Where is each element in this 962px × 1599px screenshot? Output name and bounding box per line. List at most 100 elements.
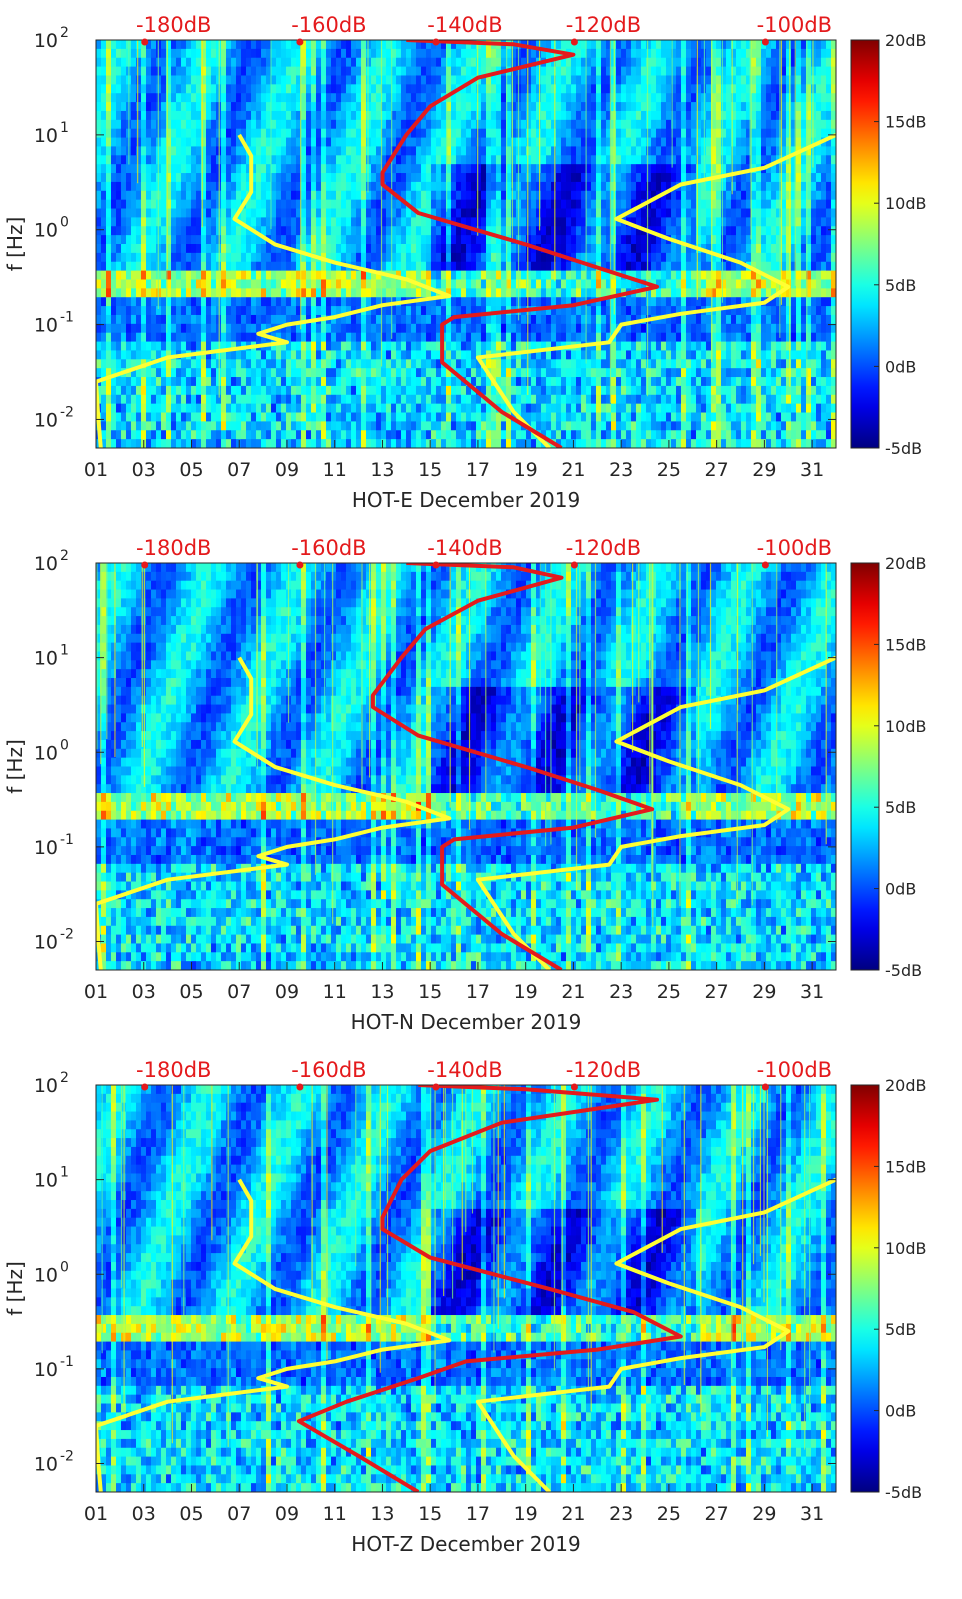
colorbar-label: 10dB	[885, 1239, 927, 1258]
y-axis-label: f [Hz]	[3, 217, 27, 272]
y-tick-exponent: 0	[60, 215, 69, 231]
y-tick-label: 10	[34, 315, 58, 337]
x-tick-label: 27	[705, 981, 729, 1003]
top-axis-marker	[296, 561, 304, 569]
spectrogram	[96, 1085, 836, 1492]
top-axis-marker	[761, 38, 769, 46]
top-axis-marker	[432, 1083, 440, 1091]
y-tick-exponent: -1	[60, 832, 74, 848]
x-tick-label: 31	[800, 981, 824, 1003]
x-tick-label: 27	[705, 1503, 729, 1525]
x-tick-label: 25	[657, 981, 681, 1003]
plot-frame	[95, 39, 837, 449]
plot-frame	[95, 1084, 837, 1493]
yellow-right-curve	[475, 655, 836, 970]
y-tick-label: 10	[34, 648, 58, 670]
top-axis-label: -140dB	[427, 536, 502, 560]
x-tick-label: 09	[275, 1503, 299, 1525]
colorbar-label: -5dB	[885, 1483, 922, 1502]
colorbar-label: 10dB	[885, 717, 927, 736]
y-tick-label: 10	[34, 1264, 58, 1286]
x-tick-label: 27	[705, 459, 729, 481]
y-tick-label: 10	[34, 1454, 58, 1476]
x-tick-label: 07	[227, 981, 251, 1003]
top-axis-label: -180dB	[136, 13, 211, 37]
y-tick-exponent: 2	[60, 548, 69, 564]
y-tick-label: 10	[34, 30, 58, 52]
x-tick-label: 13	[370, 981, 394, 1003]
colorbar	[850, 39, 880, 449]
colorbar-label: -5dB	[885, 439, 922, 458]
yellow-right-curve	[475, 1177, 836, 1492]
red-noise-model	[370, 563, 655, 970]
top-axis-marker	[761, 1083, 769, 1091]
x-tick-label: 05	[179, 981, 203, 1003]
colorbar-label: 5dB	[885, 798, 916, 817]
y-tick-label: 10	[34, 125, 58, 147]
colorbar	[850, 1084, 880, 1493]
red-noise-model	[380, 40, 659, 448]
top-axis-label: -140dB	[427, 13, 502, 37]
y-tick-exponent: 2	[60, 1070, 69, 1086]
yellow-left-curve	[96, 1178, 452, 1492]
top-axis-marker	[296, 1083, 304, 1091]
top-axis-marker	[432, 38, 440, 46]
x-tick-label: 15	[418, 459, 442, 481]
top-axis-marker	[296, 38, 304, 46]
y-tick-exponent: -1	[60, 1354, 74, 1370]
x-tick-label: 25	[657, 1503, 681, 1525]
top-axis-label: -100dB	[757, 13, 832, 37]
x-tick-label: 03	[132, 1503, 156, 1525]
y-tick-exponent: -2	[60, 404, 74, 420]
x-tick-label: 17	[466, 1503, 490, 1525]
y-tick-exponent: -2	[60, 1449, 74, 1465]
x-tick-label: 07	[227, 459, 251, 481]
y-tick-label: 10	[34, 932, 58, 954]
y-tick-label: 10	[34, 742, 58, 764]
x-tick-label: 03	[132, 459, 156, 481]
y-tick-label: 10	[34, 1075, 58, 1097]
yellow-left-curve	[96, 133, 452, 448]
x-axis-label: HOT-Z December 2019	[351, 1532, 580, 1556]
x-tick-label: 01	[84, 459, 108, 481]
colorbar-label: 20dB	[885, 31, 927, 50]
x-tick-label: 13	[370, 1503, 394, 1525]
colorbar-label: 0dB	[885, 357, 916, 376]
top-axis-label: -120dB	[566, 1058, 641, 1082]
top-axis-marker	[570, 561, 578, 569]
x-tick-label: 15	[418, 1503, 442, 1525]
x-tick-label: 29	[752, 981, 776, 1003]
y-tick-exponent: 0	[60, 1259, 69, 1275]
colorbar-label: 15dB	[885, 113, 927, 132]
top-axis-label: -120dB	[566, 13, 641, 37]
red-noise-model	[296, 1085, 683, 1492]
x-tick-label: 05	[179, 1503, 203, 1525]
x-axis-label: HOT-N December 2019	[351, 1010, 582, 1034]
spectrogram	[96, 40, 836, 448]
top-axis-label: -180dB	[136, 1058, 211, 1082]
x-tick-label: 29	[752, 1503, 776, 1525]
plot-frame	[95, 562, 837, 971]
x-tick-label: 29	[752, 459, 776, 481]
x-tick-label: 05	[179, 459, 203, 481]
x-tick-label: 11	[323, 459, 347, 481]
x-tick-label: 19	[514, 1503, 538, 1525]
spectrogram	[96, 563, 836, 970]
y-tick-label: 10	[34, 1359, 58, 1381]
y-tick-exponent: 2	[60, 25, 69, 41]
x-tick-label: 21	[561, 1503, 585, 1525]
x-tick-label: 23	[609, 981, 633, 1003]
y-tick-exponent: 1	[60, 1165, 69, 1181]
colorbar-label: -5dB	[885, 961, 922, 980]
y-tick-label: 10	[34, 553, 58, 575]
colorbar-label: 0dB	[885, 1402, 916, 1421]
x-tick-label: 17	[466, 459, 490, 481]
yellow-left-curve	[96, 656, 452, 970]
top-axis-label: -160dB	[291, 1058, 366, 1082]
top-axis-marker	[141, 38, 149, 46]
colorbar-label: 20dB	[885, 1076, 927, 1095]
x-tick-label: 01	[84, 981, 108, 1003]
